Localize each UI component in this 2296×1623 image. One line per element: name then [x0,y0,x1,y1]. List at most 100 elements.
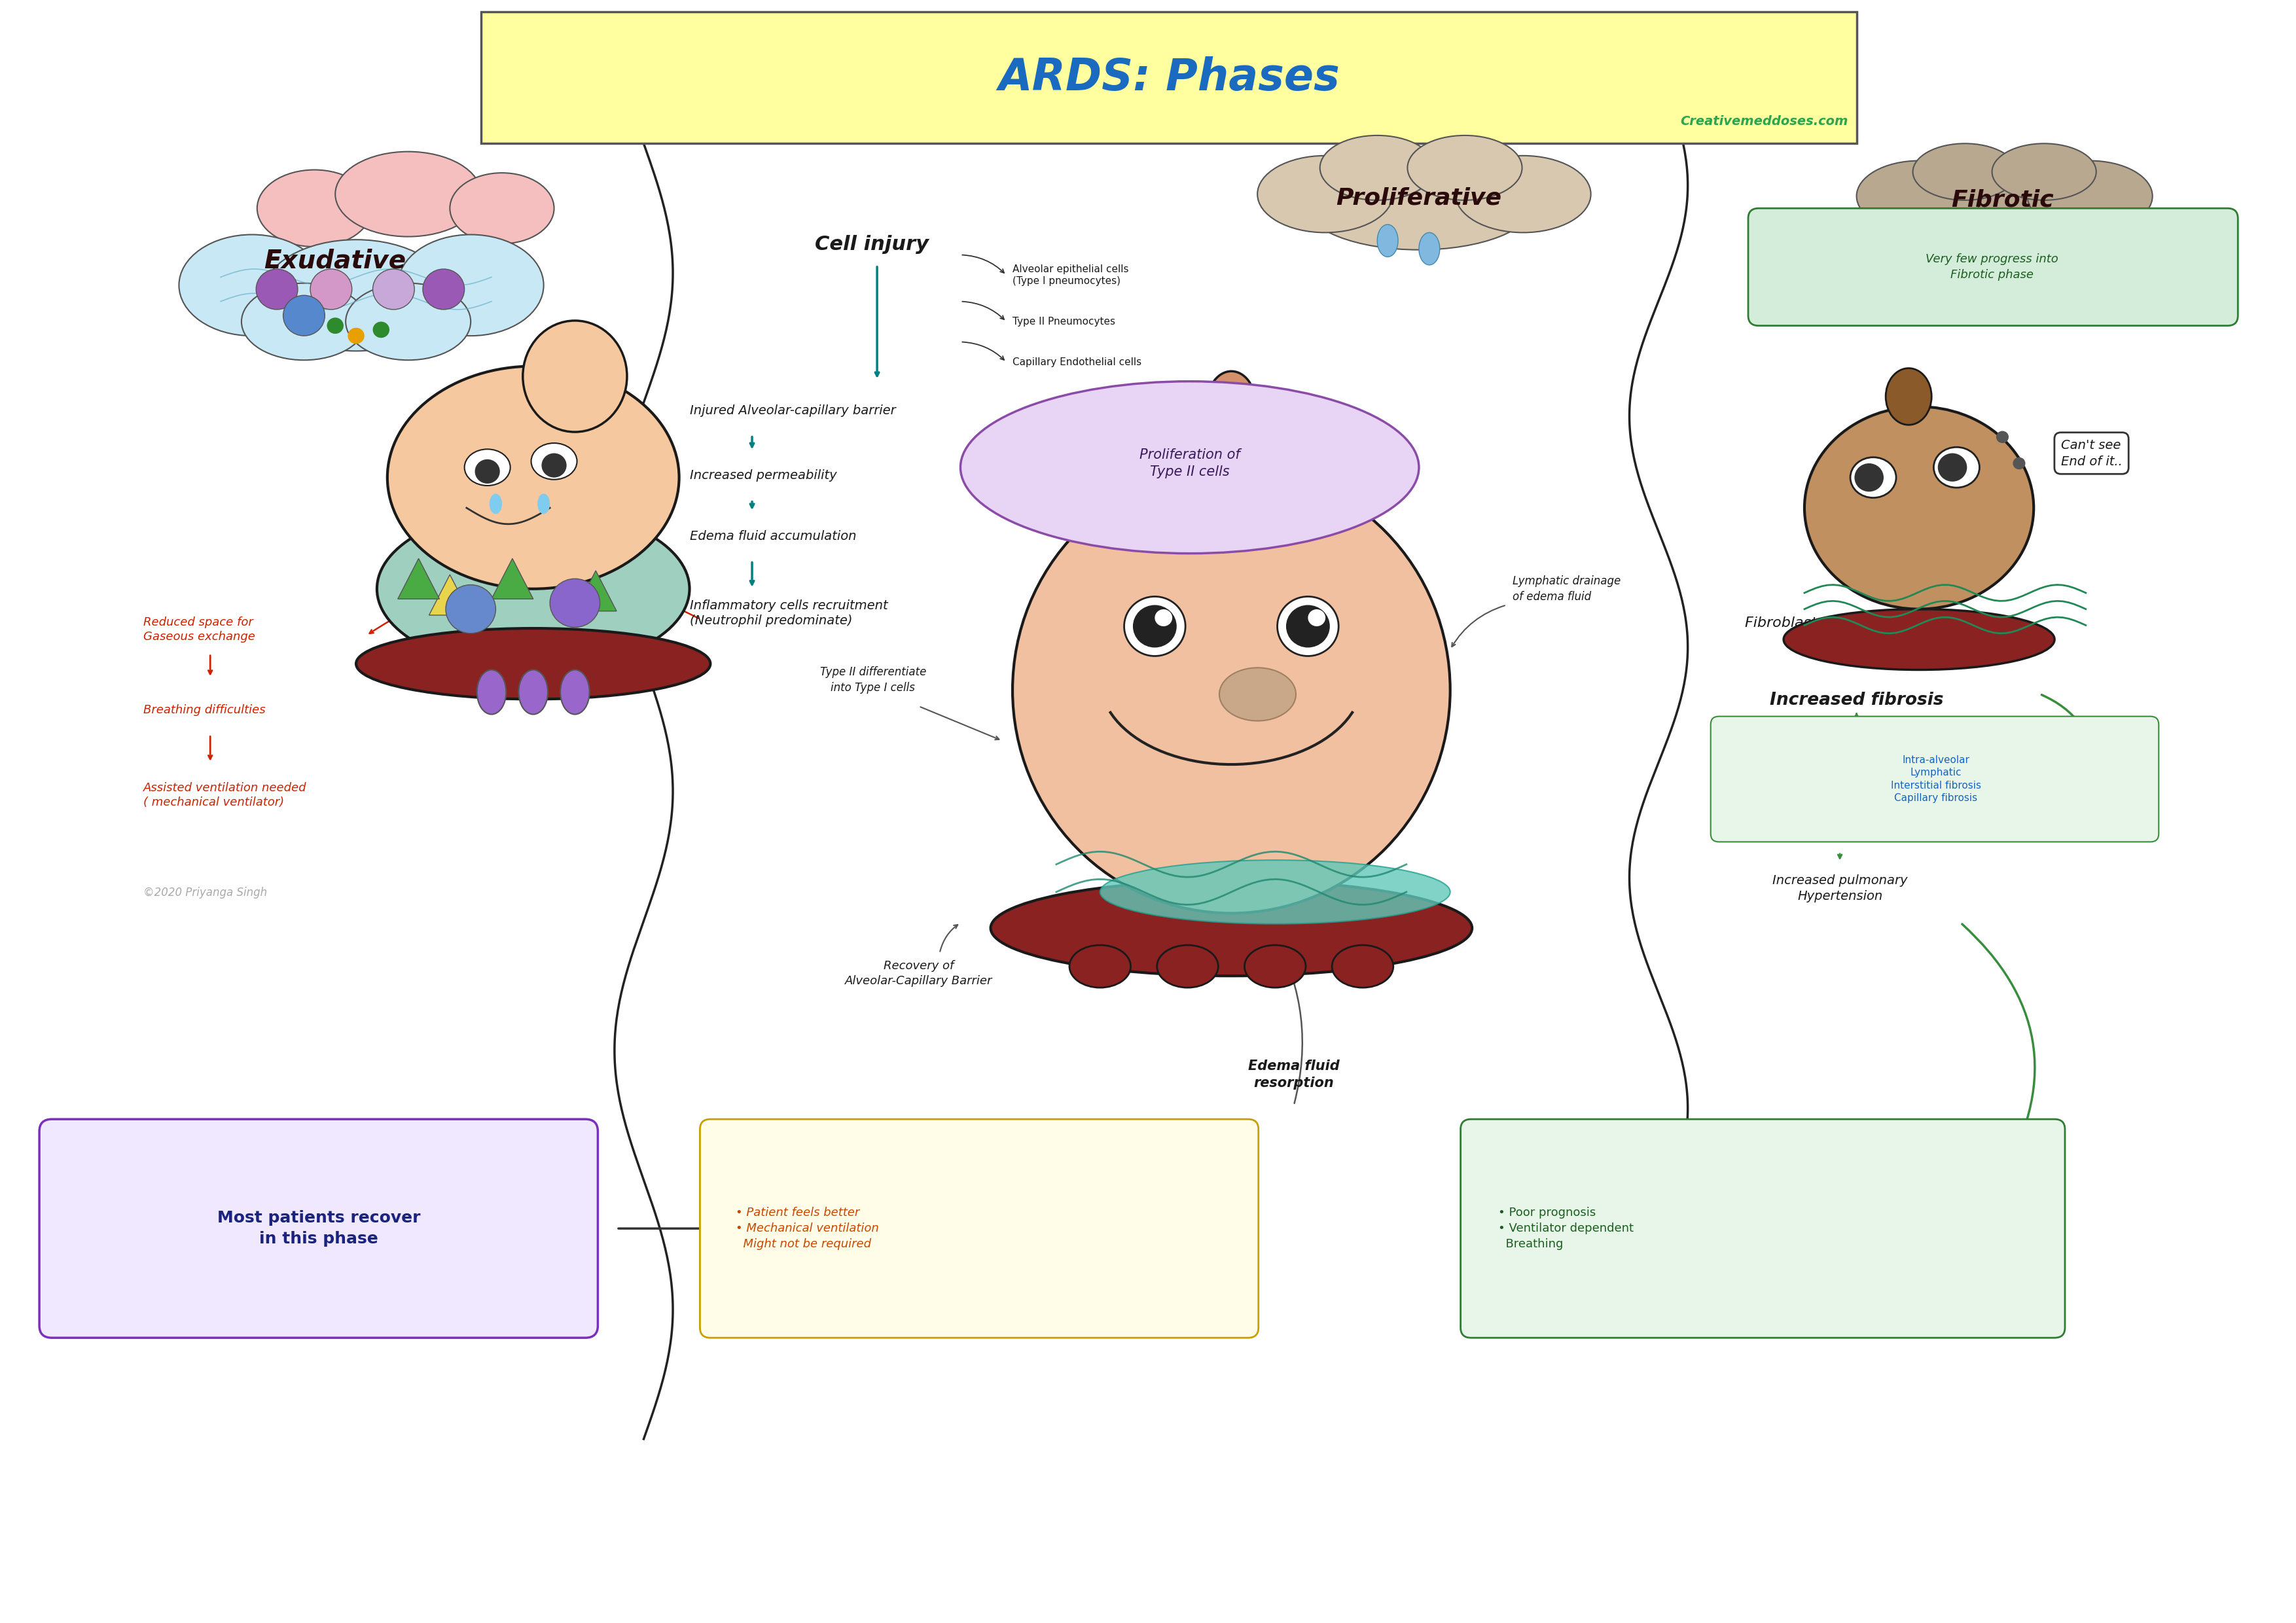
Polygon shape [429,575,471,615]
Ellipse shape [1851,458,1896,498]
Ellipse shape [1857,161,1981,232]
Ellipse shape [960,381,1419,553]
Text: Cell injury: Cell injury [815,235,928,255]
Text: Assisted ventilation needed
( mechanical ventilator): Assisted ventilation needed ( mechanical… [145,782,308,808]
Ellipse shape [179,235,324,336]
Ellipse shape [1070,945,1130,988]
Circle shape [2014,458,2025,469]
Ellipse shape [262,240,450,351]
Circle shape [282,295,324,336]
Polygon shape [574,571,618,612]
Ellipse shape [1208,372,1256,435]
Text: Can't see
End of it..: Can't see End of it.. [2062,438,2122,467]
Ellipse shape [1913,143,2016,200]
Ellipse shape [1805,407,2034,609]
Text: Proliferative: Proliferative [1336,187,1502,209]
Circle shape [422,269,464,310]
Ellipse shape [1332,945,1394,988]
Text: Proliferation of
Type II cells: Proliferation of Type II cells [1139,448,1240,479]
FancyBboxPatch shape [1711,716,2158,842]
Ellipse shape [990,880,1472,975]
Ellipse shape [1219,667,1295,721]
Ellipse shape [1199,419,1265,503]
Ellipse shape [530,443,576,479]
Circle shape [445,584,496,633]
Text: Intra-alveolar
Lymphatic
Interstitial fibrosis
Capillary fibrosis: Intra-alveolar Lymphatic Interstitial fi… [1890,755,1981,803]
Ellipse shape [377,508,689,670]
Ellipse shape [537,493,551,514]
Polygon shape [491,558,533,599]
Ellipse shape [1885,368,1931,425]
Ellipse shape [478,670,505,714]
Circle shape [1309,609,1325,626]
Text: ARDS: Phases: ARDS: Phases [999,57,1339,99]
Text: Edema fluid accumulation: Edema fluid accumulation [689,531,856,542]
Circle shape [257,269,298,310]
Text: Reduced space for
Gaseous exchange: Reduced space for Gaseous exchange [145,617,255,643]
Text: Lymphatic drainage
of edema fluid: Lymphatic drainage of edema fluid [1513,575,1621,602]
Ellipse shape [1419,232,1440,265]
FancyBboxPatch shape [700,1120,1258,1337]
Text: Fibrotic: Fibrotic [1952,188,2053,211]
Ellipse shape [519,670,549,714]
Ellipse shape [1244,945,1306,988]
Text: Exudative: Exudative [264,248,406,273]
FancyBboxPatch shape [39,1120,597,1337]
Circle shape [1155,609,1173,626]
Ellipse shape [1125,597,1185,656]
Text: Alveolar epithelial cells
(Type I pneumocytes): Alveolar epithelial cells (Type I pneumo… [1013,265,1130,286]
Ellipse shape [356,628,709,700]
Circle shape [310,269,351,310]
Ellipse shape [464,450,510,485]
Ellipse shape [1899,164,2108,245]
Text: Type II differentiate
into Type I cells: Type II differentiate into Type I cells [820,667,925,693]
Polygon shape [397,558,439,599]
Text: Increased permeability: Increased permeability [689,469,836,482]
Text: Breathing difficulties: Breathing difficulties [145,704,266,716]
Text: Injured Alveolar-capillary barrier: Injured Alveolar-capillary barrier [689,404,895,417]
Text: Capillary Endothelial cells: Capillary Endothelial cells [1013,357,1141,367]
Ellipse shape [560,670,590,714]
Ellipse shape [388,367,680,589]
Ellipse shape [2027,161,2151,232]
Text: Type II Pneumocytes: Type II Pneumocytes [1013,316,1116,326]
Ellipse shape [489,493,503,514]
Ellipse shape [450,174,553,243]
Ellipse shape [1407,135,1522,200]
Text: Creativemeddoses.com: Creativemeddoses.com [1681,115,1848,127]
Circle shape [1132,605,1176,648]
Circle shape [1938,453,1968,482]
Ellipse shape [1258,156,1394,232]
Text: Very few progress into
Fibrotic phase: Very few progress into Fibrotic phase [1926,253,2057,281]
Ellipse shape [397,235,544,336]
Ellipse shape [257,170,372,247]
Ellipse shape [241,282,367,360]
Ellipse shape [1013,467,1451,914]
Text: Edema fluid
resorption: Edema fluid resorption [1249,1060,1339,1089]
Ellipse shape [1277,597,1339,656]
Ellipse shape [1378,224,1398,256]
Ellipse shape [523,321,627,432]
Text: Inflammatory cells recruitment
(Neutrophil predominate): Inflammatory cells recruitment (Neutroph… [689,599,889,626]
FancyBboxPatch shape [482,11,1857,143]
Text: Recovery of
Alveolar-Capillary Barrier: Recovery of Alveolar-Capillary Barrier [845,959,992,987]
FancyBboxPatch shape [1747,208,2239,326]
Ellipse shape [1456,156,1591,232]
Ellipse shape [335,151,482,237]
Text: Increased fibrosis: Increased fibrosis [1770,691,1942,709]
Ellipse shape [1933,448,1979,487]
Ellipse shape [1157,945,1219,988]
Circle shape [1286,605,1329,648]
Text: Increased pulmonary
Hypertension: Increased pulmonary Hypertension [1773,875,1908,902]
Ellipse shape [1320,135,1435,200]
Circle shape [1995,432,2009,443]
FancyBboxPatch shape [1460,1120,2064,1337]
Circle shape [475,459,501,484]
Text: • Poor prognosis
• Ventilator dependent
  Breathing: • Poor prognosis • Ventilator dependent … [1497,1206,1632,1250]
Circle shape [347,328,365,344]
Circle shape [326,318,344,334]
Circle shape [372,321,390,338]
Ellipse shape [1304,159,1534,250]
Text: Most patients recover
in this phase: Most patients recover in this phase [216,1211,420,1246]
Ellipse shape [1784,609,2055,670]
